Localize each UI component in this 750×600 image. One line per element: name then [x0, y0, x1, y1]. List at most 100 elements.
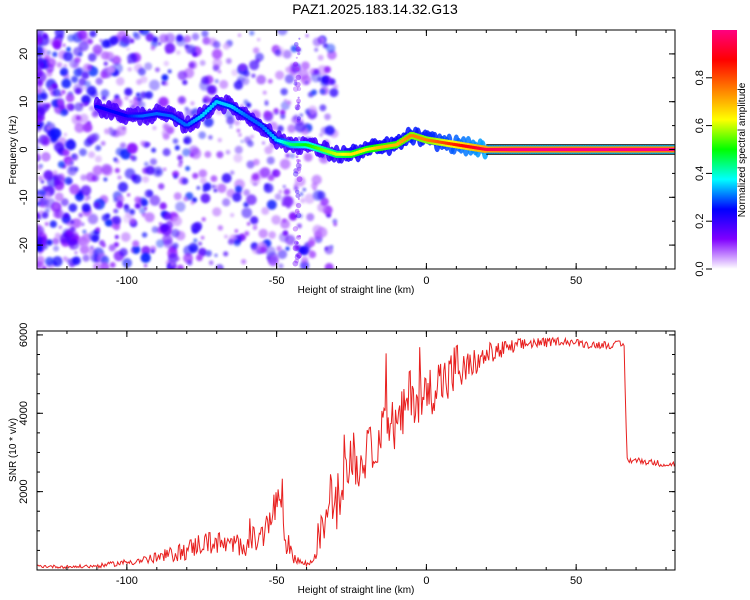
noise-blob — [82, 122, 93, 133]
noise-blob — [225, 58, 232, 64]
noise-blob — [52, 210, 61, 219]
ridge-core — [199, 113, 205, 118]
y-tick-label: 20 — [18, 48, 30, 60]
noise-blob — [87, 133, 98, 144]
noise-blob — [139, 196, 146, 204]
noise-blob — [115, 195, 125, 204]
noise-blob — [89, 245, 94, 250]
noise-blob — [296, 116, 301, 121]
noise-blob — [222, 198, 231, 207]
noise-blob — [174, 145, 180, 151]
noise-blob — [251, 173, 260, 181]
noise-blob — [200, 193, 211, 204]
noise-blob — [289, 62, 298, 72]
noise-blob — [197, 241, 203, 246]
noise-blob — [113, 208, 118, 213]
noise-blob — [80, 103, 84, 107]
noise-blob — [298, 68, 309, 80]
colorbar-title: Normalized spectral amplitude — [737, 82, 748, 217]
noise-blob — [301, 256, 309, 264]
noise-blob — [319, 88, 326, 95]
noise-blob — [46, 70, 53, 77]
noise-blob — [235, 185, 243, 193]
noise-blob — [37, 228, 43, 237]
figure-title: PAZ1.2025.183.14.32.G13 — [292, 1, 458, 17]
noise-blob — [332, 83, 339, 90]
noise-blob — [191, 32, 200, 41]
noise-blob — [158, 222, 163, 226]
noise-blob — [177, 70, 188, 81]
noise-blob — [277, 249, 288, 260]
noise-blob — [324, 246, 329, 251]
noise-blob — [37, 261, 43, 269]
noise-blob — [60, 71, 64, 76]
noise-blob — [241, 207, 253, 219]
noise-blob — [297, 213, 303, 219]
noise-blob — [84, 80, 91, 88]
noise-blob — [42, 136, 51, 145]
noise-blob — [151, 147, 157, 153]
noise-blob — [49, 220, 58, 228]
noise-blob — [111, 55, 122, 66]
noise-blob — [294, 240, 299, 246]
noise-blob — [178, 96, 186, 104]
noise-blob — [120, 232, 131, 242]
noise-blob — [47, 121, 51, 125]
noise-blob — [162, 133, 170, 140]
noise-blob — [294, 258, 300, 264]
snr-background — [37, 331, 675, 570]
noise-blob — [41, 153, 50, 162]
noise-blob — [44, 222, 49, 226]
noise-blob — [293, 167, 299, 174]
noise-blob — [104, 128, 111, 135]
noise-blob — [205, 250, 212, 257]
noise-blob — [296, 161, 300, 165]
noise-blob — [204, 151, 212, 158]
noise-blob — [79, 148, 87, 157]
noise-blob — [294, 121, 306, 133]
noise-blob — [292, 226, 299, 232]
noise-blob — [295, 81, 301, 88]
noise-blob — [257, 38, 261, 42]
noise-blob — [92, 165, 103, 176]
x-tick-label: -100 — [116, 275, 138, 287]
noise-blob — [295, 106, 300, 111]
noise-blob — [308, 250, 317, 259]
noise-blob — [266, 199, 277, 210]
noise-blob — [313, 68, 320, 75]
noise-blob — [297, 159, 302, 163]
noise-blob — [182, 148, 191, 157]
noise-blob — [52, 51, 58, 58]
noise-blob — [282, 185, 286, 189]
noise-blob — [114, 167, 120, 173]
noise-blob — [101, 39, 111, 49]
noise-blob — [57, 160, 65, 168]
noise-blob — [230, 212, 235, 218]
noise-blob — [289, 153, 296, 159]
noise-blob — [297, 96, 300, 99]
noise-blob — [211, 184, 216, 189]
noise-blob — [182, 79, 188, 86]
colorbar: 0.0 0.2 0.4 0.6 0.8 Normalized spectral ampl… — [694, 30, 748, 277]
noise-blob — [37, 111, 40, 117]
noise-blob — [216, 151, 224, 159]
noise-blob — [63, 132, 68, 137]
noise-blob — [243, 189, 251, 196]
noise-blob — [294, 189, 300, 195]
noise-blob — [52, 40, 62, 49]
noise-blob — [163, 167, 167, 171]
noise-blob — [145, 165, 155, 175]
noise-blob — [294, 208, 300, 214]
noise-blob — [186, 260, 193, 266]
noise-blob — [285, 246, 290, 251]
noise-blob — [146, 92, 152, 98]
noise-blob — [99, 39, 103, 43]
noise-blob — [299, 192, 304, 196]
noise-blob — [41, 211, 49, 219]
noise-blob — [249, 30, 255, 36]
noise-blob — [117, 181, 129, 193]
noise-blob — [117, 175, 122, 180]
noise-blob — [144, 212, 155, 223]
noise-blob — [54, 192, 64, 202]
spectrogram-heat-layer — [37, 30, 675, 269]
